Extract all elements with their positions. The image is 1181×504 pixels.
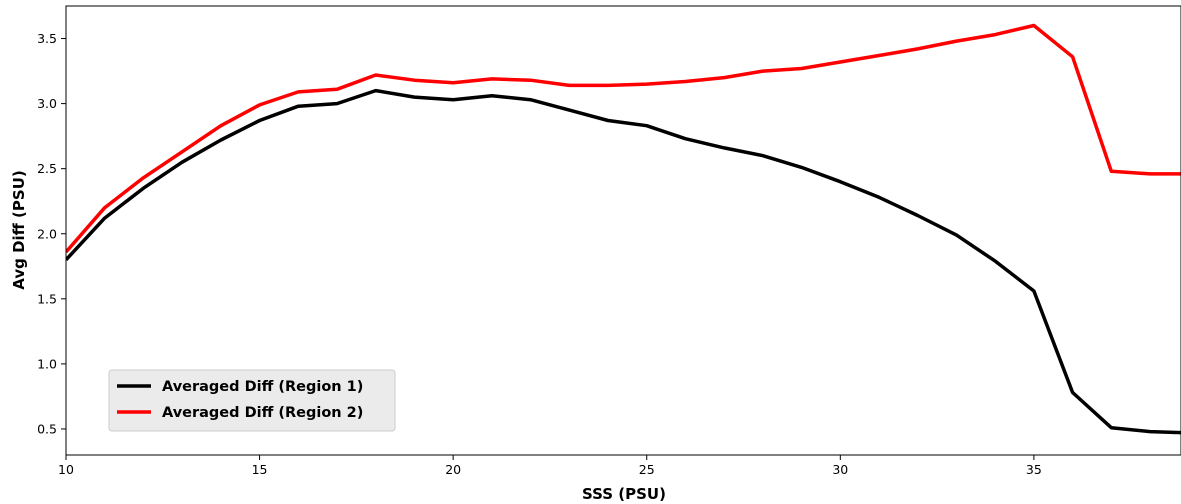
x-tick-label: 10 <box>58 462 74 477</box>
plot-frame <box>65 5 1181 456</box>
x-tick-label: 15 <box>252 462 268 477</box>
y-axis-label: Avg Diff (PSU) <box>10 170 28 289</box>
y-tick-label: 2.0 <box>37 226 57 241</box>
y-tick-label: 3.0 <box>37 96 57 111</box>
series-line-region-2 <box>66 23 1181 254</box>
y-tick-label: 2.5 <box>37 161 57 176</box>
series-line-region-1 <box>66 88 1181 435</box>
legend: Averaged Diff (Region 1) Averaged Diff (… <box>108 369 396 432</box>
y-tick-label: 1.0 <box>37 356 57 371</box>
x-tick-label: 30 <box>832 462 848 477</box>
y-tick-label: 0.5 <box>37 421 57 436</box>
x-axis-ticks: 10 15 20 25 30 35 <box>58 455 1042 477</box>
y-tick-label: 3.5 <box>37 31 57 46</box>
y-axis-ticks: 0.5 1.0 1.5 2.0 2.5 3.0 3.5 <box>37 31 66 436</box>
x-tick-label: 25 <box>639 462 655 477</box>
legend-label-region-1: Averaged Diff (Region 1) <box>162 379 363 395</box>
x-tick-label: 35 <box>1026 462 1042 477</box>
legend-box <box>108 369 396 432</box>
y-tick-label: 1.5 <box>37 291 57 306</box>
series-layer <box>66 23 1181 435</box>
x-axis-label: SSS (PSU) <box>582 485 666 503</box>
legend-label-region-2: Averaged Diff (Region 2) <box>162 405 363 421</box>
x-tick-label: 20 <box>445 462 461 477</box>
